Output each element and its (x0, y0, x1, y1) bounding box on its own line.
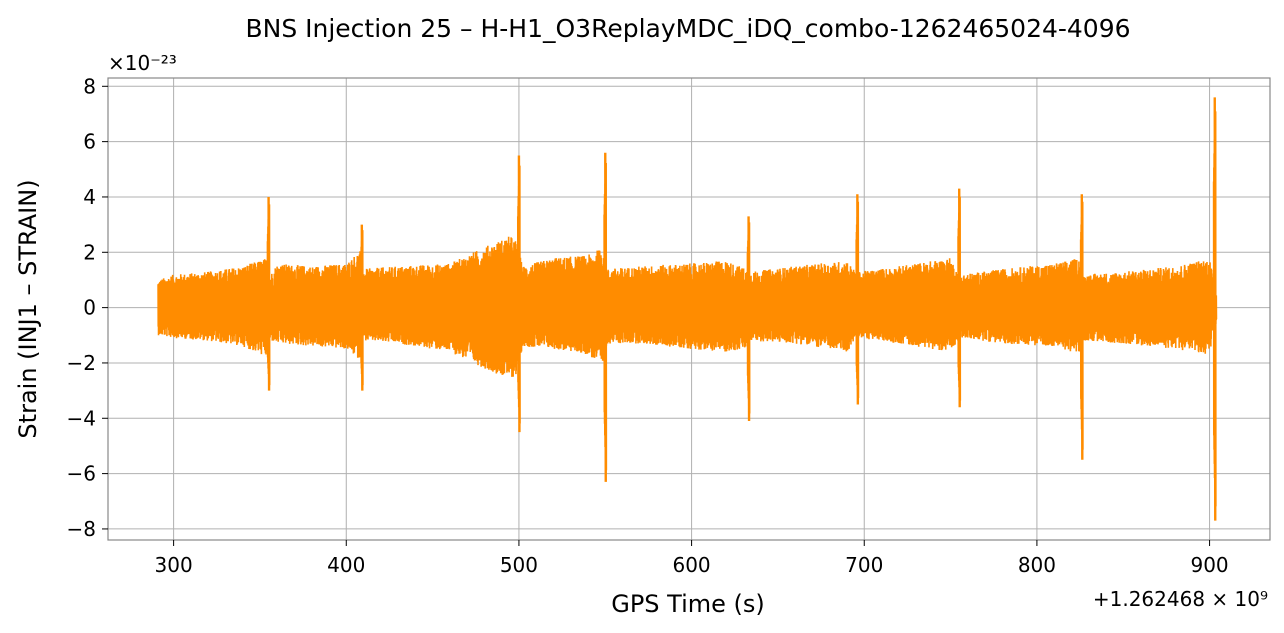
x-tick-label: 400 (327, 553, 365, 577)
y-tick-label: −4 (67, 406, 96, 430)
y-tick-label: −8 (67, 517, 96, 541)
y-tick-label: −2 (67, 351, 96, 375)
glitch-spike (746, 216, 751, 422)
glitch-spike (516, 155, 521, 433)
glitch-spike (957, 188, 962, 408)
glitch-spike (603, 152, 608, 482)
y-tick-label: −6 (67, 462, 96, 486)
plot-frame (107, 77, 1271, 541)
y-axis: −8 −6 −4 −2 0 2 4 6 8 (67, 74, 108, 541)
x-tick-label: 800 (1018, 553, 1056, 577)
x-tick-label: 700 (845, 553, 883, 577)
glitch-spike (855, 194, 860, 405)
x-tick-label: 600 (672, 553, 710, 577)
y-tick-label: 6 (83, 130, 96, 154)
y-axis-label: Strain (INJ1 – STRAIN) (14, 179, 42, 438)
x-tick-label: 500 (500, 553, 538, 577)
plot-area (157, 97, 1218, 521)
y-scale-label: ×10⁻²³ (108, 51, 177, 75)
x-tick-label: 900 (1190, 553, 1228, 577)
y-tick-label: 2 (83, 240, 96, 264)
y-tick-label: 4 (83, 185, 96, 209)
y-tick-label: 0 (83, 296, 96, 320)
glitch-spike (266, 196, 271, 391)
strain-series-line (157, 236, 1218, 377)
glitch-spike (1079, 194, 1084, 460)
glitch-spike (1212, 97, 1217, 521)
glitch-spike (359, 224, 364, 391)
x-tick-label: 300 (155, 553, 193, 577)
x-offset-label: +1.262468 × 10⁹ (1093, 587, 1268, 611)
y-tick-label: 8 (83, 74, 96, 98)
x-axis: 300 400 500 600 700 800 900 (155, 540, 1229, 577)
x-axis-label: GPS Time (s) (611, 590, 765, 618)
chart-title: BNS Injection 25 – H-H1_O3ReplayMDC_iDQ_… (245, 14, 1130, 43)
